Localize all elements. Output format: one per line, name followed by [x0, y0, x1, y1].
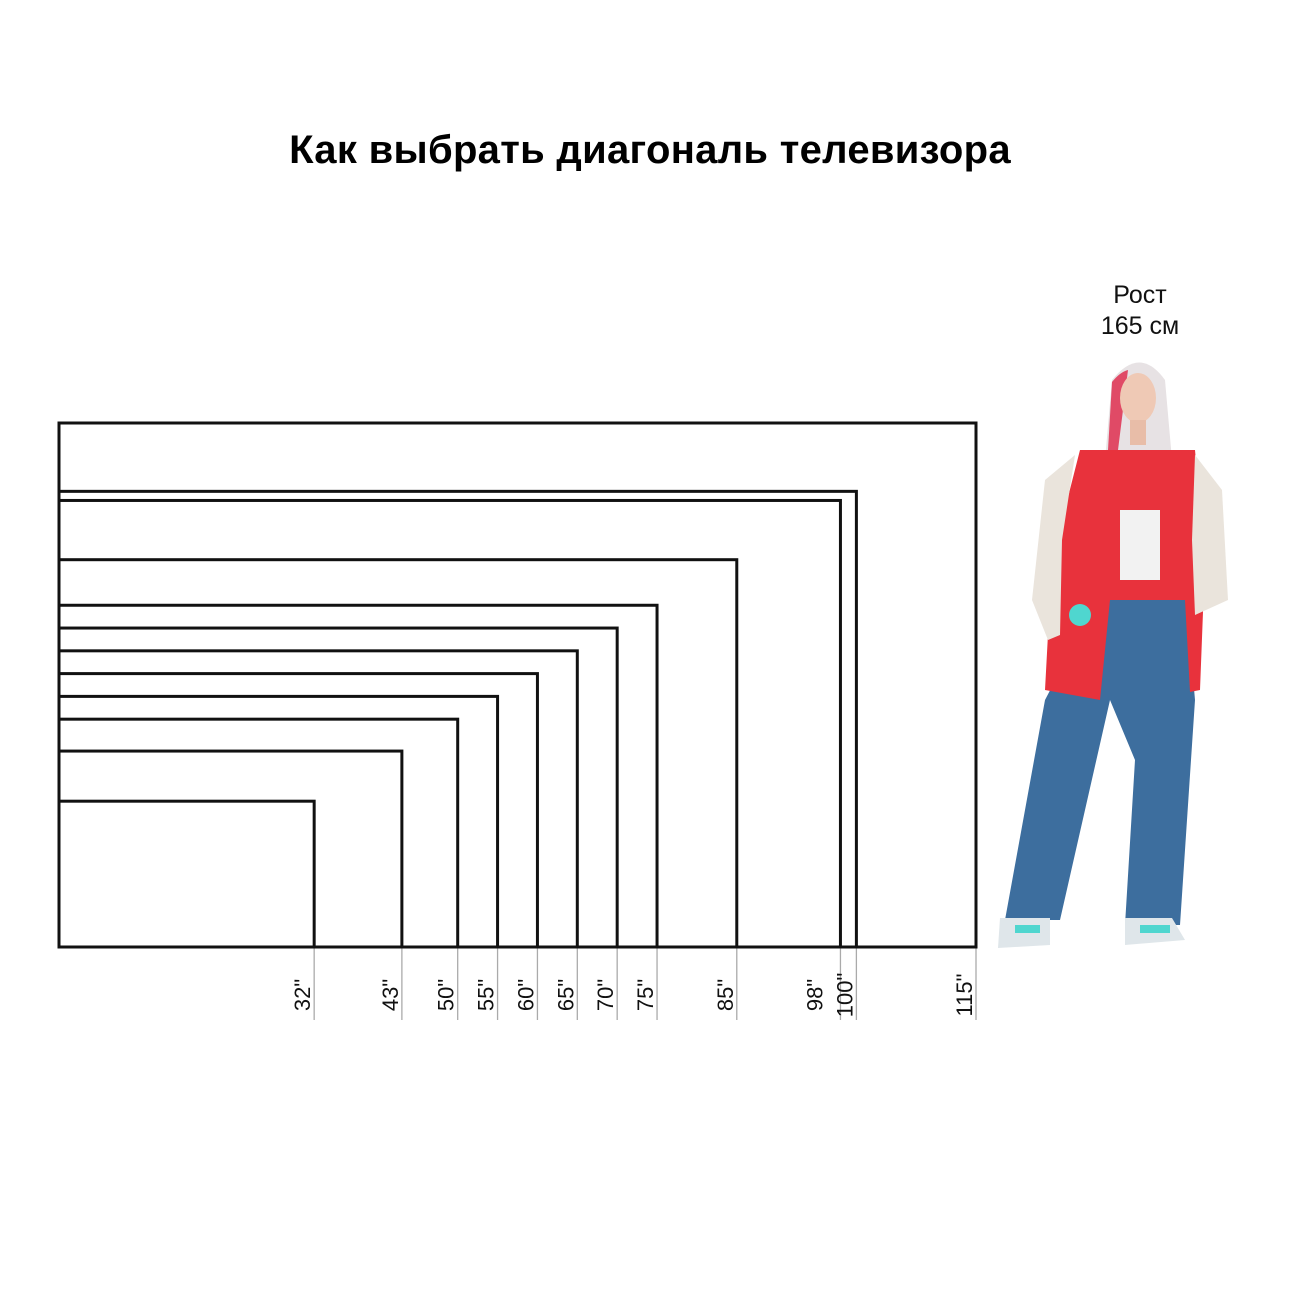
diagonal-label-70: 70"	[593, 979, 618, 1011]
diagonal-label-32: 32"	[290, 979, 315, 1011]
person-height-label: Рост 165 см	[1080, 280, 1200, 342]
diagonal-label-100: 100"	[832, 973, 857, 1018]
page-title: Как выбрать диагональ телевизора	[289, 128, 1011, 172]
tv-outline-85	[57, 558, 739, 949]
tv-outline-75	[57, 603, 659, 949]
person-top	[1120, 510, 1160, 580]
tv-outline-60	[57, 672, 539, 949]
diagonal-label-55: 55"	[474, 979, 499, 1011]
height-label-value: 165 см	[1100, 312, 1180, 340]
diagonal-label-65: 65"	[553, 979, 578, 1011]
tv-outline-98	[57, 498, 842, 949]
person-sleeve-left	[1032, 455, 1075, 640]
jacket-patch	[1069, 604, 1091, 626]
shoe-accent-left	[1015, 925, 1040, 933]
tv-outline-115	[57, 421, 978, 949]
tv-outline-70	[57, 626, 619, 949]
person-face	[1120, 373, 1156, 423]
diagonal-label-50: 50"	[434, 979, 459, 1011]
shoe-accent-right	[1140, 925, 1170, 933]
tv-outline-32	[57, 799, 316, 949]
diagonal-label-75: 75"	[633, 979, 658, 1011]
diagonal-label-98: 98"	[802, 979, 827, 1011]
person-jeans	[1005, 585, 1195, 925]
diagonal-label-60: 60"	[513, 979, 538, 1011]
person-neck	[1130, 420, 1146, 445]
person-illustration	[998, 362, 1228, 948]
tv-outline-55	[57, 694, 500, 949]
person-sleeve-right	[1192, 455, 1228, 615]
diagonal-label-85: 85"	[713, 979, 738, 1011]
tv-outline-43	[57, 749, 404, 949]
diagonal-label-115: 115"	[952, 974, 977, 1017]
tv-outline-50	[57, 717, 460, 949]
height-label-word: Рост	[1113, 281, 1167, 309]
diagonal-label-43: 43"	[378, 979, 403, 1011]
